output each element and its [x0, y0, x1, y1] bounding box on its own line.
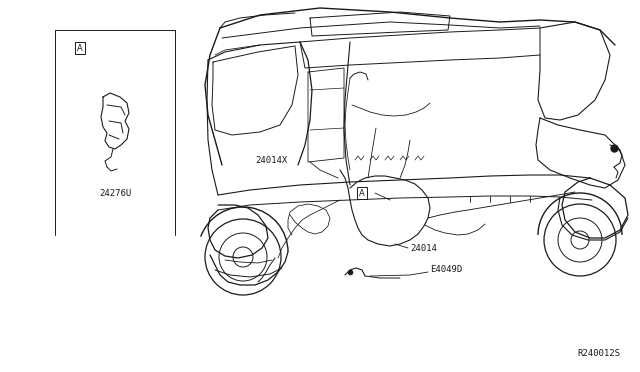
Text: A: A — [359, 189, 365, 198]
Text: R240012S: R240012S — [577, 349, 620, 358]
Text: 24014: 24014 — [410, 244, 437, 253]
Text: A: A — [77, 44, 83, 52]
Text: 24014X: 24014X — [255, 155, 287, 164]
Text: E4049D: E4049D — [430, 266, 462, 275]
Text: 24276U: 24276U — [99, 189, 131, 198]
